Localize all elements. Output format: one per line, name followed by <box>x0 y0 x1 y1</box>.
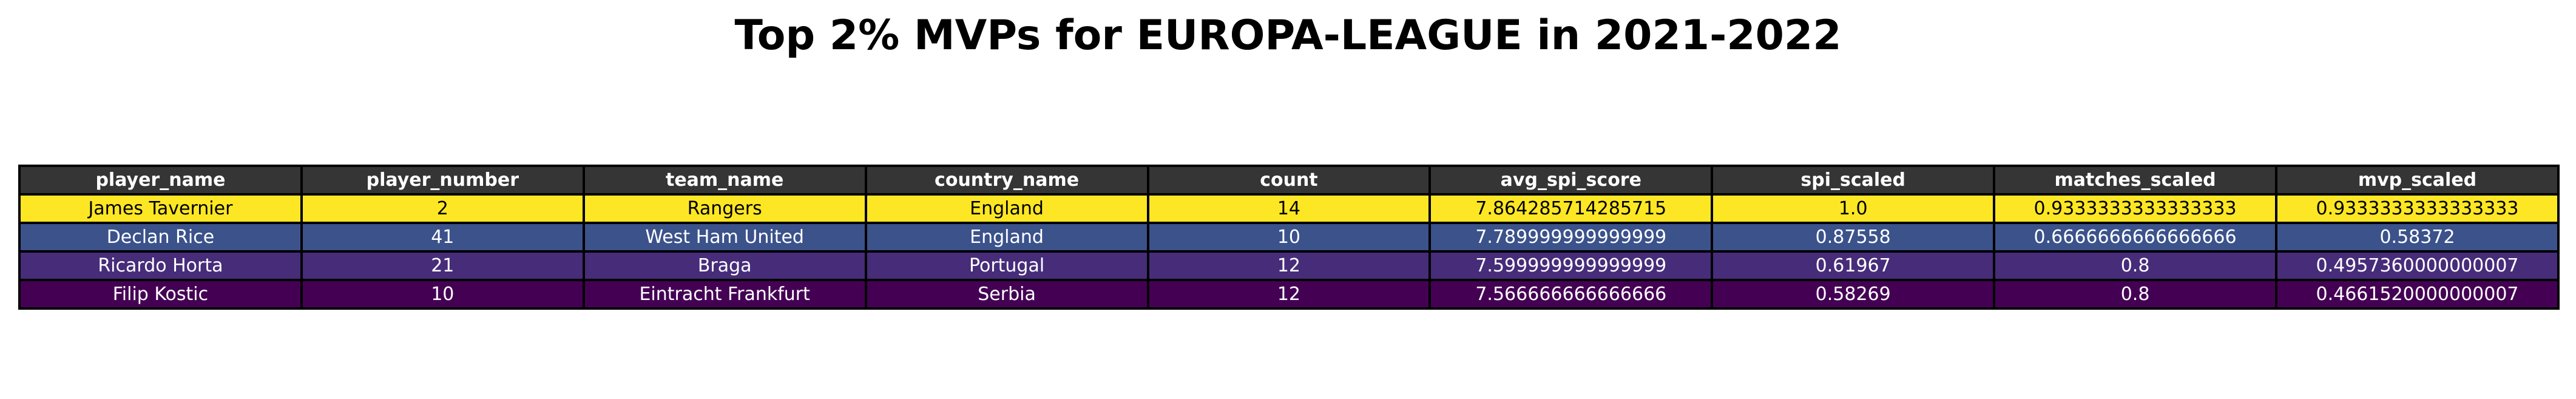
cell-avg-spi-score: 7.789999999999999 <box>1428 222 1714 253</box>
header-country-name: country_name <box>864 165 1149 196</box>
cell-player-number: 41 <box>300 222 585 253</box>
cell-player-number: 10 <box>300 279 585 310</box>
table-row: Filip Kostic 10 Eintracht Frankfurt Serb… <box>18 279 2560 310</box>
cell-avg-spi-score: 7.566666666666666 <box>1428 279 1714 310</box>
cell-matches-scaled: 0.8 <box>1993 250 2277 281</box>
cell-player-name: Declan Rice <box>18 222 303 253</box>
header-player-name: player_name <box>18 165 303 196</box>
cell-country-name: Portugal <box>864 250 1149 281</box>
cell-country-name: England <box>864 193 1149 224</box>
cell-player-name: James Tavernier <box>18 193 303 224</box>
cell-count: 10 <box>1146 222 1432 253</box>
cell-player-name: Filip Kostic <box>18 279 303 310</box>
cell-mvp-scaled: 0.4957360000000007 <box>2275 250 2560 281</box>
cell-avg-spi-score: 7.864285714285715 <box>1428 193 1714 224</box>
cell-matches-scaled: 0.6666666666666666 <box>1993 222 2277 253</box>
header-spi-scaled: spi_scaled <box>1711 165 1996 196</box>
cell-country-name: England <box>864 222 1149 253</box>
cell-player-name: Ricardo Horta <box>18 250 303 281</box>
cell-team-name: West Ham United <box>582 222 867 253</box>
cell-matches-scaled: 0.8 <box>1993 279 2277 310</box>
cell-spi-scaled: 0.58269 <box>1711 279 1996 310</box>
chart-title: Top 2% MVPs for EUROPA-LEAGUE in 2021-20… <box>734 12 1842 60</box>
cell-player-number: 2 <box>300 193 585 224</box>
table-row: Declan Rice 41 West Ham United England 1… <box>18 222 2560 253</box>
header-avg-spi-score: avg_spi_score <box>1428 165 1714 196</box>
cell-team-name: Braga <box>582 250 867 281</box>
table-row: James Tavernier 2 Rangers England 14 7.8… <box>18 193 2560 224</box>
cell-mvp-scaled: 0.4661520000000007 <box>2275 279 2560 310</box>
cell-matches-scaled: 0.9333333333333333 <box>1993 193 2277 224</box>
header-mvp-scaled: mvp_scaled <box>2275 165 2560 196</box>
cell-spi-scaled: 0.87558 <box>1711 222 1996 253</box>
cell-team-name: Eintracht Frankfurt <box>582 279 867 310</box>
header-count: count <box>1146 165 1432 196</box>
cell-country-name: Serbia <box>864 279 1149 310</box>
cell-spi-scaled: 0.61967 <box>1711 250 1996 281</box>
table-header-row: player_name player_number team_name coun… <box>18 165 2560 196</box>
header-player-number: player_number <box>300 165 585 196</box>
cell-count: 14 <box>1146 193 1432 224</box>
cell-mvp-scaled: 0.9333333333333333 <box>2275 193 2560 224</box>
cell-team-name: Rangers <box>582 193 867 224</box>
cell-count: 12 <box>1146 279 1432 310</box>
header-matches-scaled: matches_scaled <box>1993 165 2277 196</box>
cell-count: 12 <box>1146 250 1432 281</box>
cell-player-number: 21 <box>300 250 585 281</box>
cell-spi-scaled: 1.0 <box>1711 193 1996 224</box>
table-row: Ricardo Horta 21 Braga Portugal 12 7.599… <box>18 250 2560 281</box>
header-team-name: team_name <box>582 165 867 196</box>
cell-avg-spi-score: 7.599999999999999 <box>1428 250 1714 281</box>
cell-mvp-scaled: 0.58372 <box>2275 222 2560 253</box>
mvp-table: player_name player_number team_name coun… <box>18 165 2560 310</box>
